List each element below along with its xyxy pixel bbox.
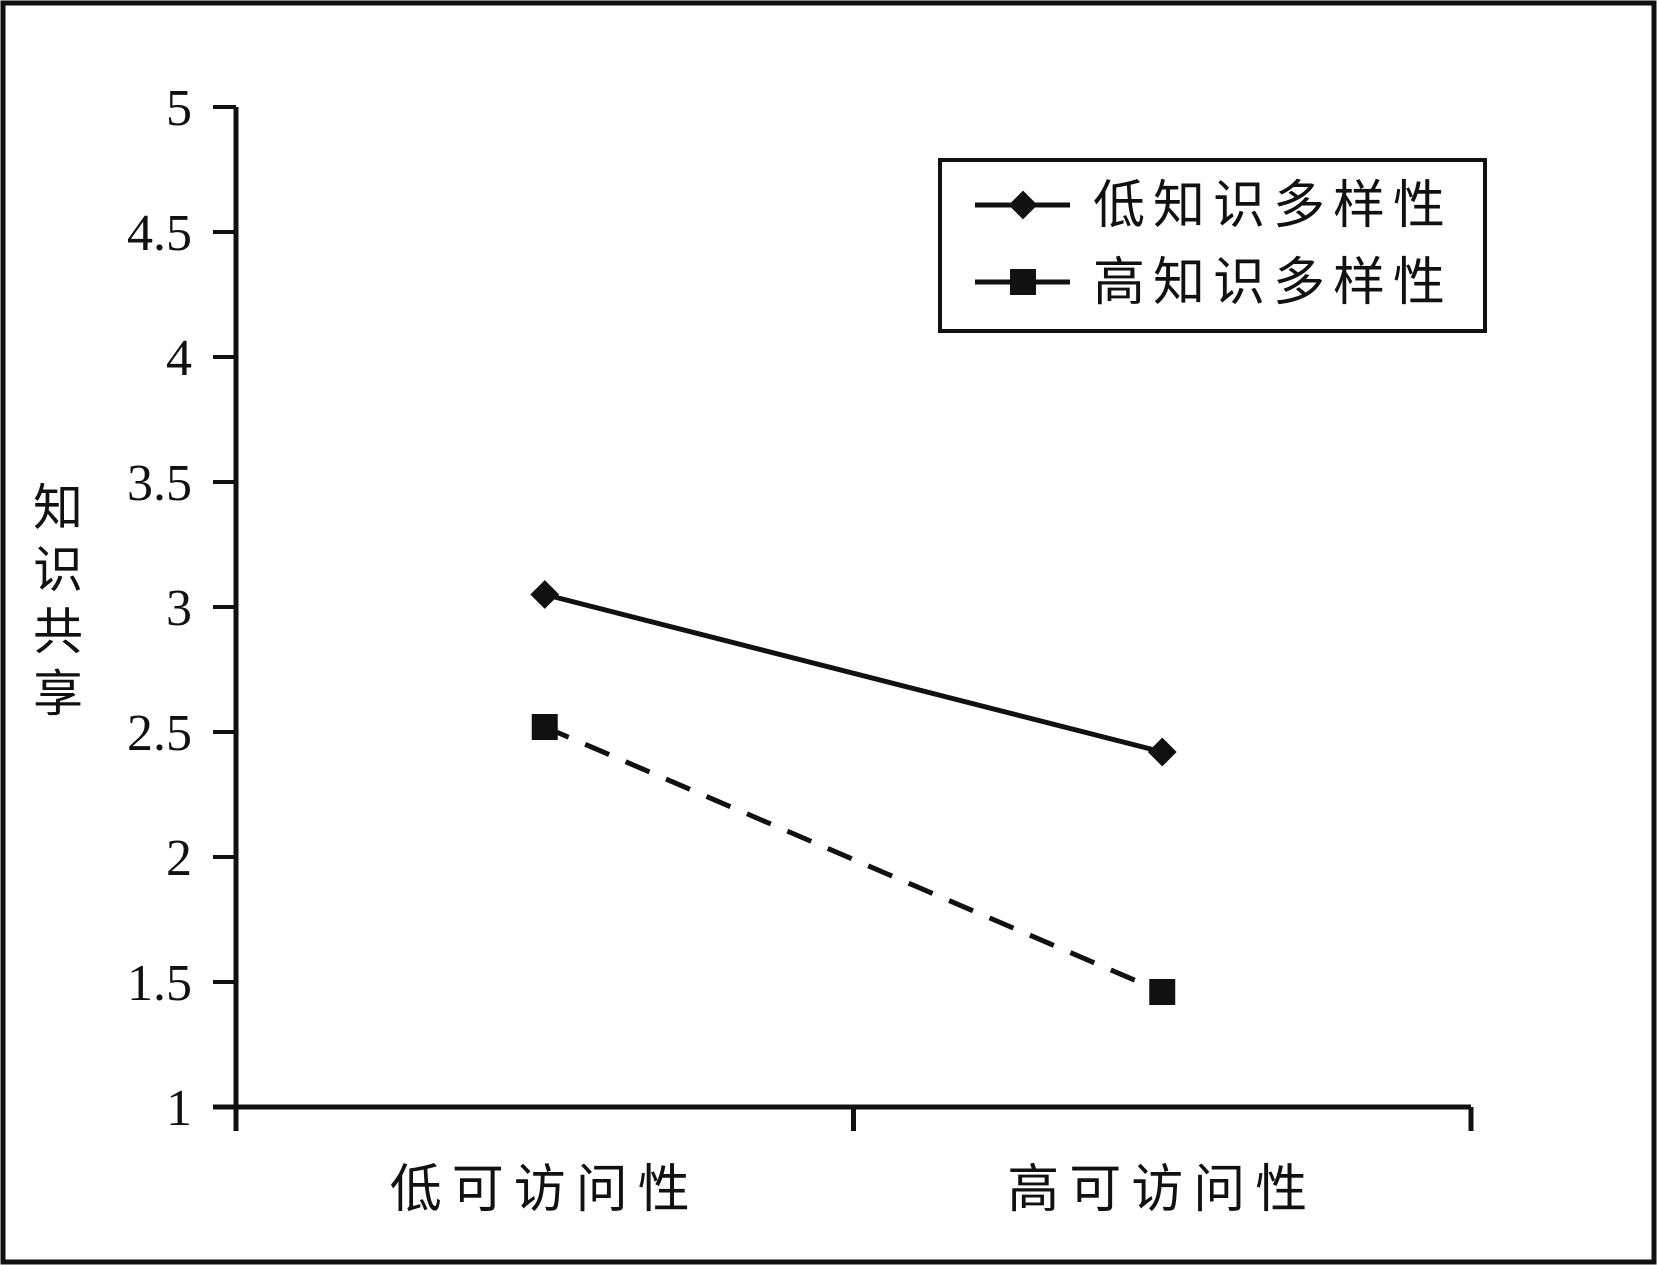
y-tick-label: 1 bbox=[166, 1080, 192, 1137]
y-tick-label: 2 bbox=[166, 830, 192, 887]
y-axis-label-char: 识 bbox=[33, 541, 83, 599]
y-axis-label-char: 知 bbox=[33, 479, 83, 537]
diamond-marker bbox=[530, 580, 560, 609]
y-tick-label: 3.5 bbox=[127, 455, 192, 512]
legend-label: 低知识多样性 bbox=[1093, 176, 1453, 236]
x-category-label: 低可访问性 bbox=[390, 1160, 700, 1220]
x-ticks: 低可访问性 高可访问性 bbox=[233, 1107, 1474, 1220]
y-tick-label: 2.5 bbox=[127, 705, 192, 762]
series-group bbox=[530, 580, 1177, 767]
series-line bbox=[544, 592, 1163, 755]
square-marker bbox=[1010, 269, 1036, 295]
series-layer bbox=[530, 580, 1177, 1005]
y-ticks: 1 1.5 2 2.5 3 3.5 4 4.5 5 bbox=[127, 80, 236, 1137]
y-axis-label-char: 共 bbox=[33, 603, 83, 661]
series-line bbox=[543, 724, 1164, 995]
square-marker bbox=[1149, 979, 1176, 1005]
legend-label: 高知识多样性 bbox=[1093, 253, 1453, 313]
y-axis-label-char: 享 bbox=[33, 665, 83, 723]
diamond-marker bbox=[1008, 190, 1038, 220]
y-tick-label: 4.5 bbox=[127, 205, 192, 262]
y-tick-label: 5 bbox=[166, 80, 192, 137]
diamond-marker bbox=[1147, 737, 1177, 767]
x-category-label: 高可访问性 bbox=[1007, 1160, 1317, 1220]
legend-box bbox=[938, 158, 1487, 333]
series-group bbox=[531, 714, 1176, 1005]
square-marker bbox=[531, 714, 558, 740]
y-tick-label: 4 bbox=[166, 330, 192, 387]
y-axis-label: 知识共享 bbox=[33, 479, 83, 723]
y-tick-label: 3 bbox=[166, 580, 192, 637]
y-tick-label: 1.5 bbox=[127, 955, 192, 1012]
